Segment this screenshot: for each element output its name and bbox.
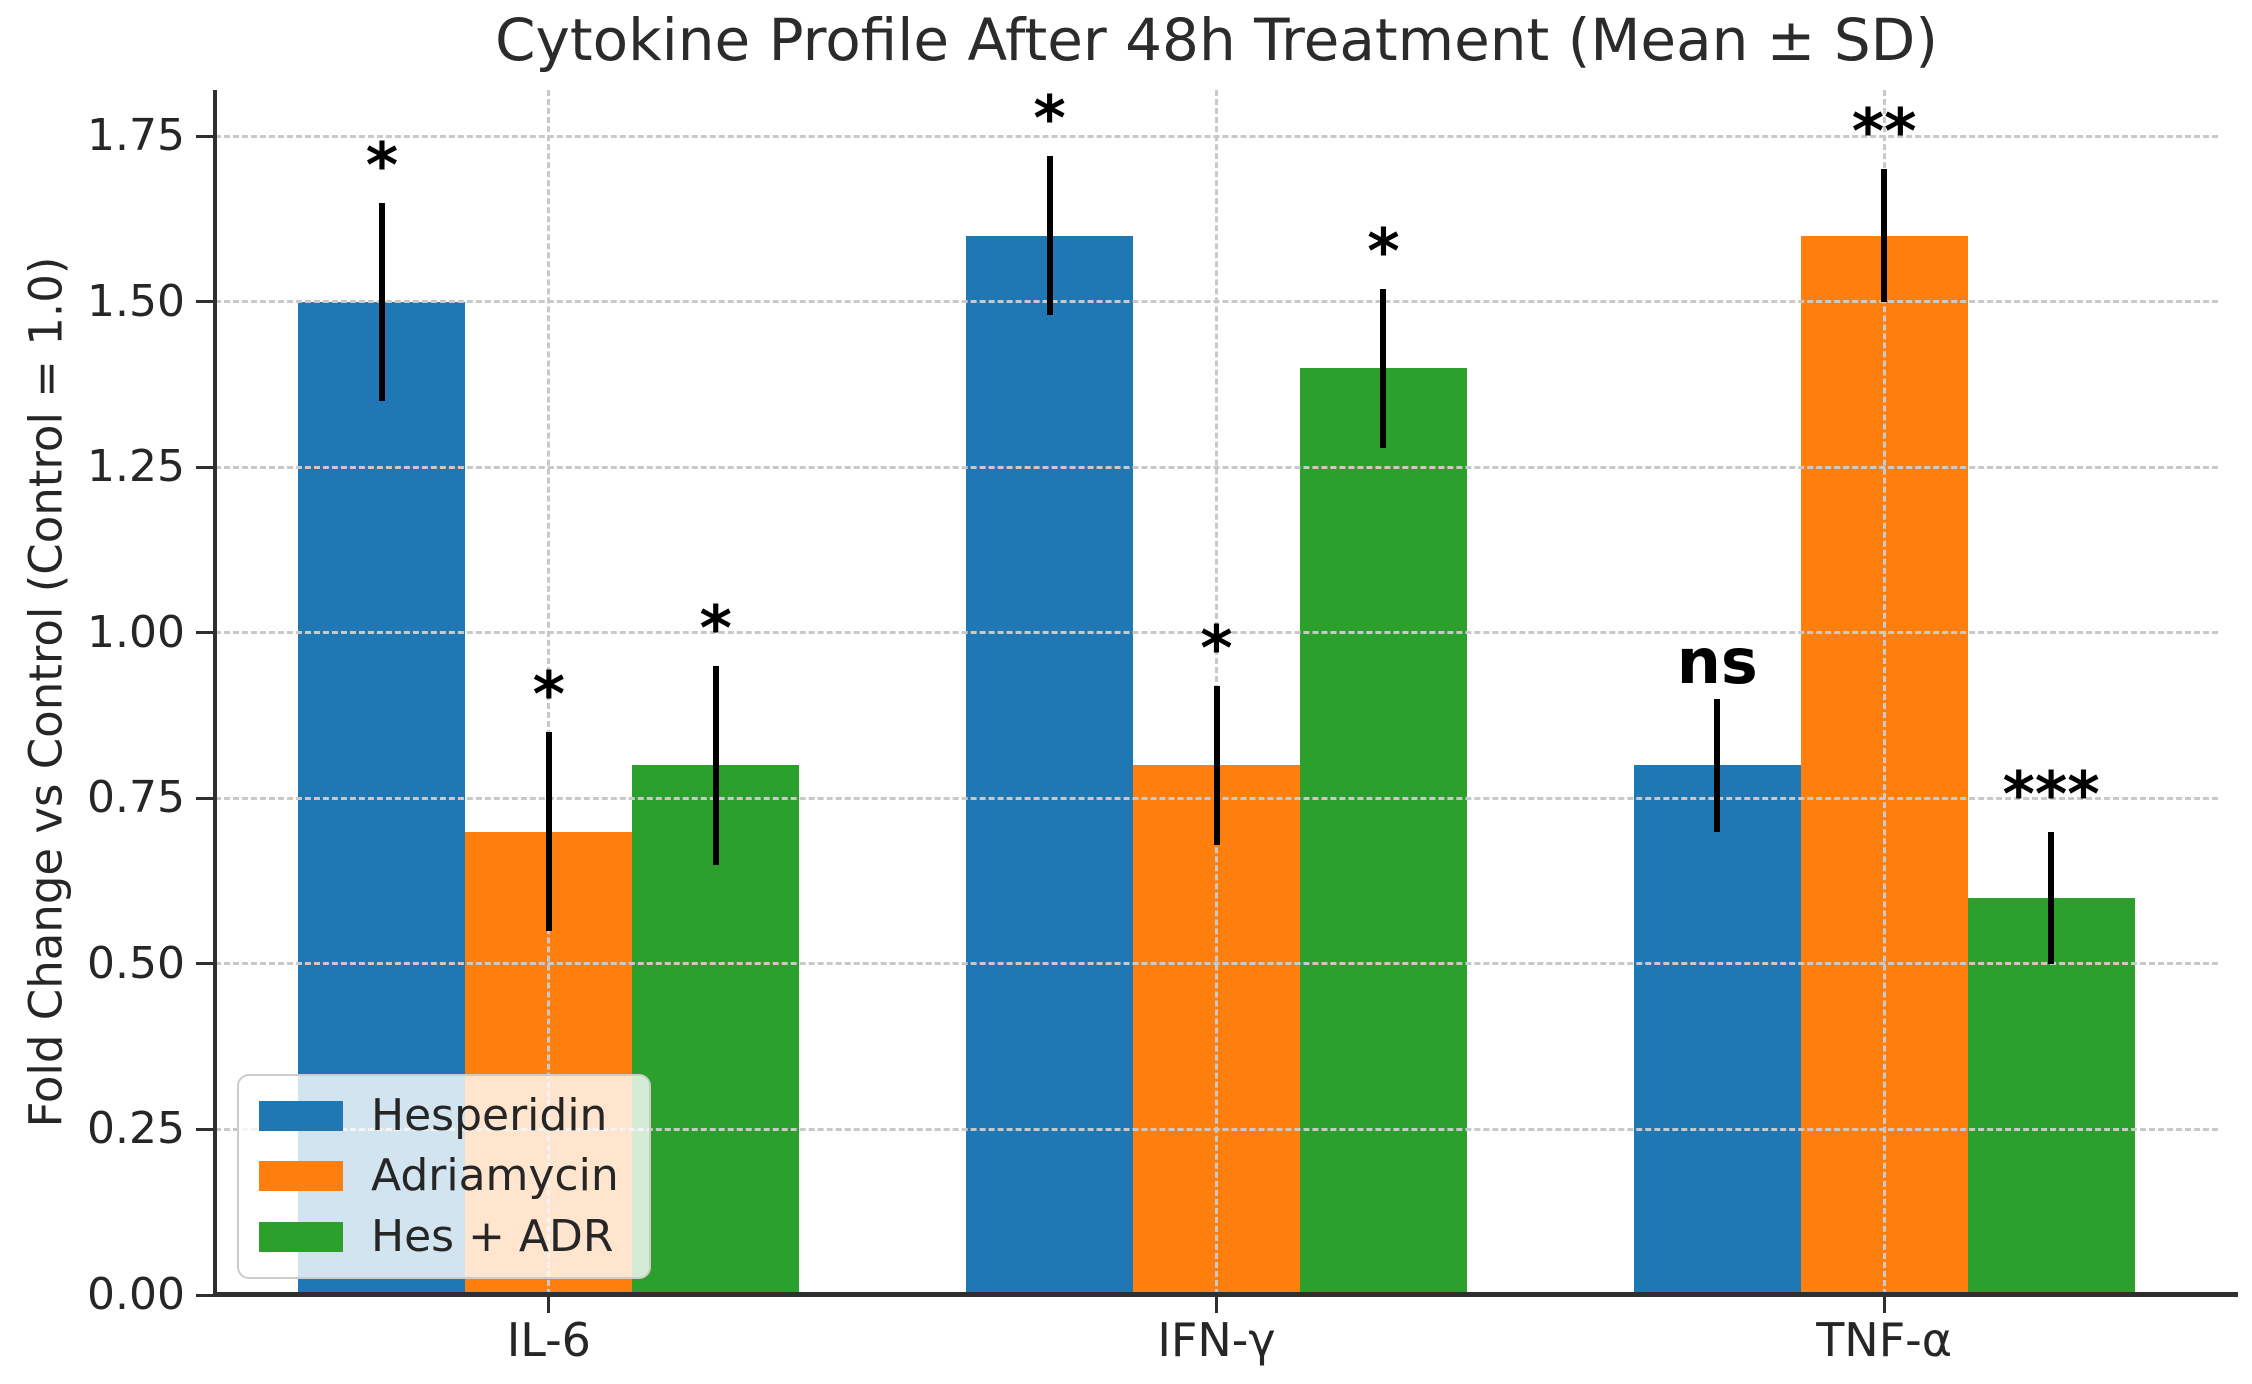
y-tick-mark bbox=[196, 796, 215, 800]
x-tick-mark bbox=[1882, 1295, 1886, 1313]
bar-hesperidin-tnf bbox=[1633, 765, 1801, 1295]
significance-marker: * bbox=[365, 128, 399, 202]
chart-title: Cytokine Profile After 48h Treatment (Me… bbox=[495, 6, 1938, 74]
significance-marker: * bbox=[1200, 611, 1233, 685]
legend-label: Adriamycin bbox=[371, 1150, 619, 1202]
y-tick-label: 0.25 bbox=[87, 1103, 185, 1155]
x-tick-label: IFN-γ bbox=[1157, 1313, 1276, 1367]
error-bar bbox=[1213, 685, 1220, 845]
error-bar bbox=[545, 732, 552, 931]
error-bar bbox=[1714, 699, 1721, 832]
significance-marker: ** bbox=[1851, 95, 1917, 169]
y-tick-mark bbox=[196, 465, 215, 469]
y-tick-mark bbox=[196, 1293, 215, 1297]
plot-area: 0.00 0.25 0.50 0.75 1.00 1.25 1.50 1.75 IL-6 IFN-… bbox=[87, 82, 2238, 1363]
error-bar bbox=[378, 202, 385, 402]
y-tick-mark bbox=[196, 631, 215, 635]
error-bar bbox=[712, 666, 719, 865]
legend-swatch-hes-adr bbox=[259, 1221, 343, 1252]
y-tick-mark bbox=[196, 300, 215, 304]
legend-label: Hesperidin bbox=[371, 1089, 608, 1141]
y-tick-label: 1.50 bbox=[87, 275, 185, 327]
x-tick-label: IL-6 bbox=[506, 1313, 591, 1367]
y-tick-label: 1.25 bbox=[87, 441, 185, 493]
legend-item-hesperidin: Hesperidin bbox=[259, 1089, 619, 1141]
y-tick-mark bbox=[196, 1127, 215, 1131]
y-axis-spine bbox=[213, 90, 217, 1297]
significance-marker: * bbox=[699, 592, 732, 666]
error-bar bbox=[2048, 831, 2055, 964]
x-tick-label: TNF-α bbox=[1816, 1313, 1953, 1367]
y-tick-label: 1.75 bbox=[87, 110, 185, 162]
v-gridline bbox=[1882, 90, 1886, 1295]
error-bar bbox=[1881, 169, 1888, 302]
error-bar bbox=[1380, 288, 1387, 448]
legend-item-hes-adr: Hes + ADR bbox=[259, 1210, 619, 1262]
y-tick-label: 0.50 bbox=[87, 937, 185, 989]
x-tick-mark bbox=[1215, 1295, 1218, 1313]
x-axis-spine bbox=[213, 1292, 2238, 1297]
y-axis-label: Fold Change vs Control (Control = 1.0) bbox=[19, 256, 73, 1128]
significance-marker: * bbox=[532, 658, 566, 732]
error-bar bbox=[1046, 156, 1053, 316]
y-tick-mark bbox=[196, 134, 215, 138]
y-tick-label: 0.00 bbox=[87, 1269, 185, 1320]
v-gridline bbox=[547, 90, 551, 1295]
significance-marker: ns bbox=[1676, 625, 1758, 699]
y-tick-label: 0.75 bbox=[87, 772, 185, 824]
legend-swatch-adriamycin bbox=[259, 1161, 343, 1192]
y-tick-label: 1.00 bbox=[87, 606, 185, 658]
legend: Hesperidin Adriamycin Hes + ADR bbox=[237, 1073, 651, 1279]
significance-marker: *** bbox=[2002, 757, 2100, 831]
significance-marker: * bbox=[1367, 214, 1400, 288]
legend-item-adriamycin: Adriamycin bbox=[259, 1150, 619, 1202]
bar-hesperidin-ifn bbox=[966, 235, 1134, 1295]
bar-hes-adr-ifn bbox=[1299, 368, 1467, 1295]
y-tick-mark bbox=[196, 962, 215, 966]
significance-marker: * bbox=[1033, 82, 1066, 156]
legend-label: Hes + ADR bbox=[371, 1210, 614, 1262]
legend-swatch-hesperidin bbox=[259, 1101, 343, 1132]
x-tick-mark bbox=[547, 1295, 551, 1313]
